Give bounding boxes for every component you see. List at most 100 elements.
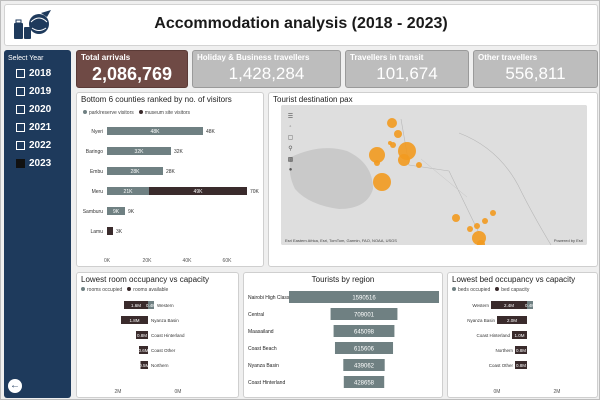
- data-label: 0.5M: [139, 363, 149, 368]
- bar-segment: [107, 127, 203, 135]
- map-attribution: Esri Eastern Africa, Esri, TomTom, Garmi…: [285, 238, 397, 243]
- destination-bubble: [474, 223, 480, 229]
- kpi-label: Other travellers: [478, 53, 538, 62]
- bar-segment: [515, 346, 527, 354]
- x-tick-label: 20K: [143, 258, 153, 264]
- map-basemap: [281, 105, 587, 245]
- year-option-2019[interactable]: 2019: [16, 84, 64, 99]
- category-label: Nyeri: [91, 129, 103, 135]
- data-label: 49K: [194, 189, 204, 195]
- bar-segment: [491, 301, 527, 309]
- checkbox[interactable]: [16, 69, 25, 78]
- destination-bubble: [482, 218, 488, 224]
- checkbox[interactable]: [16, 105, 25, 114]
- bar-segment: [107, 187, 149, 195]
- checkbox-selected[interactable]: [16, 159, 25, 168]
- room-occupancy-panel: Lowest room occupancy vs capacity rooms …: [76, 272, 239, 398]
- bar-segment: [121, 316, 148, 324]
- kpi-total-arrivals: Total arrivals 2,086,769: [76, 50, 188, 88]
- bar-segment: [149, 187, 247, 195]
- category-label: Coast Hinterland: [476, 333, 510, 338]
- bar-segment: [107, 147, 171, 155]
- kpi-holiday-business: Holiday & Business travellers 1,428,284: [192, 50, 341, 88]
- data-label: 48K: [151, 129, 161, 135]
- category-label: Western: [157, 303, 174, 308]
- search-icon[interactable]: ⚲: [288, 146, 293, 152]
- funnel-bar: [333, 325, 395, 337]
- checkbox[interactable]: [16, 123, 25, 132]
- category-label: Coast Other: [151, 348, 176, 353]
- kpi-value: 1,428,284: [228, 64, 305, 83]
- counties-title: Bottom 6 counties ranked by no. of visit…: [81, 95, 232, 104]
- total-label: 48K: [206, 129, 216, 135]
- header-bar: Accommodation analysis (2018 - 2023): [4, 4, 598, 46]
- year-option-2020[interactable]: 2020: [16, 102, 64, 117]
- data-label: 0.6M: [138, 348, 148, 353]
- year-label: 2019: [29, 86, 52, 97]
- legend-item: rooms available: [127, 287, 168, 293]
- year-option-2021[interactable]: 2021: [16, 120, 64, 135]
- category-label: Samburu: [83, 209, 104, 215]
- total-label: 3K: [116, 229, 123, 235]
- funnel-bar: [343, 359, 385, 371]
- funnel-bar: [330, 308, 398, 320]
- data-label: 21K: [124, 189, 134, 195]
- bookmark-icon[interactable]: ▩: [287, 157, 294, 163]
- year-option-2018[interactable]: 2018: [16, 66, 64, 81]
- layers-icon[interactable]: ☰: [287, 114, 294, 120]
- bar-segment: [124, 301, 148, 309]
- year-option-2022[interactable]: 2022: [16, 138, 64, 153]
- kpi-value: 2,086,769: [91, 64, 173, 84]
- legend-item: beds occupied: [452, 287, 490, 293]
- map-panel: Tourist destination pax ☰ ◦ ▢ ⚲ ▩ ● Esri…: [268, 92, 598, 267]
- bed-bar-chart: 2.4M 0.4M Western 2.0M Nyanza Basin 1.0M Coast…: [467, 301, 561, 395]
- person-icon[interactable]: ●: [288, 167, 293, 173]
- category-label: Baringo: [86, 149, 103, 155]
- destination-bubble: [477, 240, 485, 245]
- destination-bubble: [398, 154, 410, 166]
- x-tick-label: 2M: [554, 389, 561, 395]
- x-tick-label: 0M: [494, 389, 501, 395]
- x-tick-label: 0K: [104, 258, 111, 264]
- map-powered-by[interactable]: Powered by Esri: [553, 238, 583, 243]
- region-title: Tourists by region: [311, 275, 375, 284]
- back-arrow-icon[interactable]: ←: [8, 379, 22, 393]
- category-label: Meru: [92, 189, 104, 195]
- bar-segment: [107, 167, 163, 175]
- category-label: Embu: [90, 169, 103, 175]
- year-label: 2022: [29, 140, 52, 151]
- bar-segment: [139, 346, 148, 354]
- checkbox[interactable]: [16, 141, 25, 150]
- destination-bubble: [374, 160, 380, 166]
- year-option-2023[interactable]: 2023: [16, 156, 64, 171]
- kpi-transit: Travellers in transit 101,674: [345, 50, 469, 88]
- destination-bubble: [416, 162, 422, 168]
- kpi-label: Total arrivals: [81, 53, 131, 62]
- data-label: 1.0M: [514, 333, 524, 338]
- data-label: 428658: [354, 381, 375, 387]
- checkbox[interactable]: [16, 87, 25, 96]
- destination-bubble: [388, 141, 392, 145]
- year-label: 2020: [29, 104, 52, 115]
- category-label: Coast Hinterland: [151, 333, 185, 338]
- page-title: Accommodation analysis (2018 - 2023): [154, 15, 448, 32]
- data-label: 439062: [354, 364, 375, 370]
- total-label: 28K: [166, 169, 176, 175]
- data-label: 28K: [131, 169, 141, 175]
- year-slicer: Select Year 2018 2019 2020 2021 2022 202…: [4, 50, 71, 398]
- bed-occupancy-panel: Lowest bed occupancy vs capacity beds oc…: [447, 272, 598, 398]
- kpi-value: 101,674: [376, 64, 438, 83]
- year-label: 2018: [29, 68, 52, 79]
- bar-segment: [512, 331, 527, 339]
- rectangle-select-icon[interactable]: ▢: [287, 135, 294, 141]
- bar-segment: [107, 227, 113, 235]
- tourist-destination-map[interactable]: ☰ ◦ ▢ ⚲ ▩ ● Esri Eastern Africa, Esri, T…: [281, 105, 587, 245]
- total-label: 32K: [174, 149, 184, 155]
- bar-segment: [527, 301, 533, 309]
- bar-segment: [148, 301, 154, 309]
- legend-item: park/reserve visitors: [83, 110, 134, 116]
- selection-icon[interactable]: ◦: [289, 124, 292, 130]
- data-label: 0.4M: [525, 303, 535, 308]
- data-label: 709001: [354, 313, 375, 319]
